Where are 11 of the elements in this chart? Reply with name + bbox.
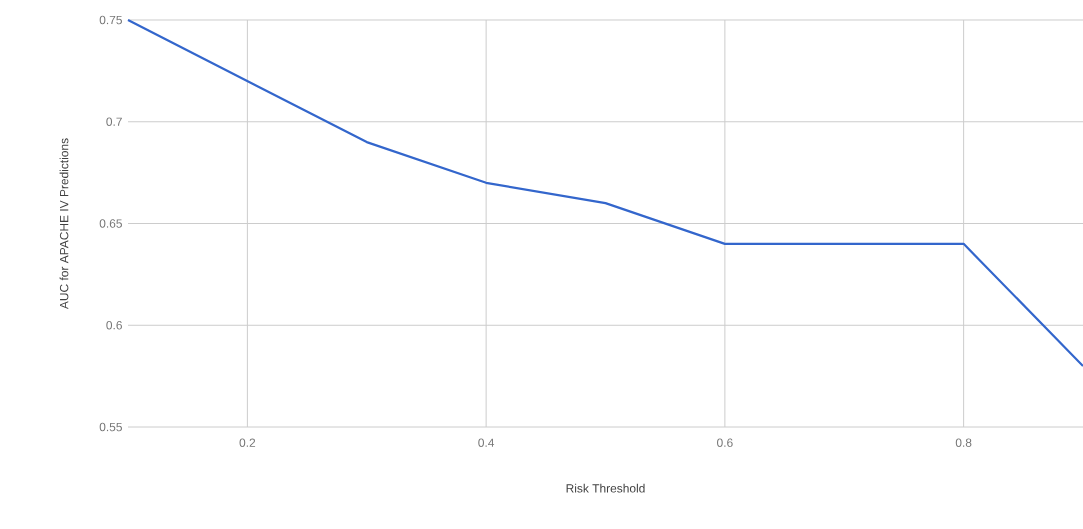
x-tick-label: 0.2 <box>239 438 256 447</box>
y-tick-label: 0.7 <box>106 117 122 126</box>
y-tick-label: 0.55 <box>99 422 122 432</box>
x-tick-label: 0.6 <box>717 438 733 447</box>
y-tick-label: 0.75 <box>99 15 122 25</box>
x-axis-title: Risk Threshold <box>566 483 645 493</box>
y-tick-label: 0.6 <box>106 321 122 330</box>
y-axis-title: AUC for APACHE IV Predictions <box>59 138 69 310</box>
x-tick-label: 0.8 <box>955 438 972 447</box>
x-tick-label: 0.4 <box>478 438 495 447</box>
y-tick-label: 0.65 <box>99 219 122 228</box>
